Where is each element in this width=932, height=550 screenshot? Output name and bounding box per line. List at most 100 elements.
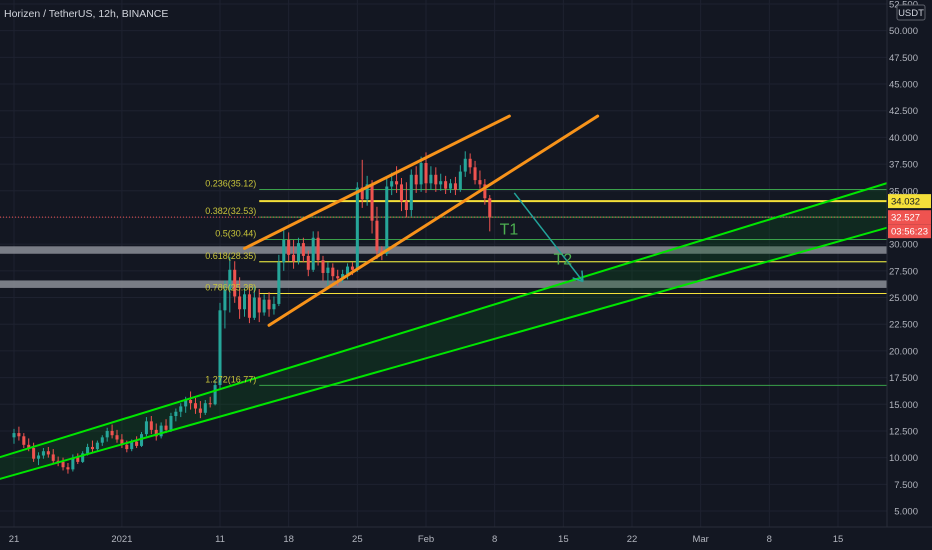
candle-body — [336, 276, 340, 279]
candle-body — [17, 433, 21, 437]
candle — [81, 451, 85, 463]
currency-badge[interactable]: USDT — [896, 4, 926, 21]
fib-level-label: 1.272(16.77) — [205, 374, 256, 384]
candle-body — [120, 439, 124, 445]
annotation-labels: 0.236(35.12) 0.382(32.53) 0.5(30.44) 0.618(… — [205, 179, 572, 385]
price-tick-label: 10.000 — [889, 453, 918, 464]
candle-body — [277, 262, 281, 304]
candle-body — [257, 297, 261, 313]
candle — [444, 175, 448, 194]
candle — [46, 446, 50, 458]
candle — [414, 166, 418, 193]
time-tick-label: 21 — [9, 534, 20, 545]
time-tick-label: Mar — [692, 534, 708, 545]
candle — [287, 232, 291, 262]
candle — [429, 166, 433, 190]
candle — [409, 169, 413, 217]
time-tick-label: 18 — [283, 534, 294, 545]
candle — [282, 229, 286, 271]
time-tick-label: 15 — [833, 534, 844, 545]
candle — [233, 261, 237, 303]
fib-level-label: 0.786(25.38) — [205, 282, 256, 292]
candle-body — [140, 434, 144, 446]
support-zone — [0, 246, 887, 254]
time-axis[interactable]: 21 2021 11 18 25 Feb 8 15 22 Mar 8 15 — [0, 526, 932, 550]
candle-body — [184, 399, 188, 407]
candle-body — [61, 461, 65, 468]
candle-body — [434, 174, 438, 185]
candle-body — [238, 296, 242, 310]
projection-arrow-line — [513, 192, 584, 282]
target-label: T1 — [500, 222, 519, 239]
price-tick-label: 20.000 — [889, 346, 918, 357]
price-axis[interactable]: 5.000 7.500 10.000 12.500 15.000 17.500 20.000… — [886, 0, 932, 550]
candle-body — [193, 403, 197, 409]
candle-body — [223, 290, 227, 311]
candle — [95, 440, 99, 452]
candle — [22, 433, 26, 449]
candle-body — [282, 239, 286, 263]
candle — [66, 462, 70, 474]
candle — [399, 177, 403, 212]
support-zones — [0, 246, 887, 288]
candle-body — [449, 183, 453, 189]
price-tick-label: 25.000 — [889, 293, 918, 304]
price-tick-label: 30.000 — [889, 240, 918, 251]
candle-body — [301, 243, 305, 256]
candle-body — [22, 436, 26, 445]
candle-body — [395, 181, 399, 185]
candle-body — [179, 406, 183, 412]
candle-body — [468, 158, 472, 168]
candle-body — [375, 220, 379, 251]
candle — [159, 422, 163, 439]
candle — [375, 206, 379, 260]
candle-body — [95, 442, 99, 450]
candle-body — [453, 183, 457, 190]
candle-body — [350, 266, 354, 270]
candle — [193, 397, 197, 414]
resistance-price-badge-bg — [888, 194, 931, 209]
candle-body — [135, 441, 139, 446]
candle — [203, 399, 207, 415]
candle — [105, 427, 109, 442]
channel-upper-line — [0, 179, 898, 459]
candle-body — [424, 163, 428, 184]
candle-body — [316, 237, 320, 261]
candle-body — [100, 437, 104, 443]
candle-body — [46, 451, 50, 455]
price-tick-label: 40.000 — [889, 133, 918, 144]
candle-body — [144, 421, 148, 435]
candle-body — [228, 269, 232, 291]
candle-body — [458, 171, 462, 190]
candle — [90, 440, 94, 453]
candle — [12, 428, 16, 444]
candle — [120, 434, 124, 449]
candle — [341, 269, 345, 283]
candle — [76, 453, 80, 465]
price-tick-label: 27.500 — [889, 266, 918, 277]
candle — [463, 151, 467, 177]
time-tick-label: 15 — [558, 534, 569, 545]
candle — [243, 287, 247, 317]
bar-countdown-badge-bg — [888, 224, 931, 239]
candle — [37, 452, 41, 466]
candle — [238, 277, 242, 319]
candle-body — [346, 266, 350, 275]
candle — [355, 182, 359, 272]
candle-body — [429, 174, 433, 184]
candles-layer — [12, 151, 492, 474]
candle-body — [360, 187, 364, 200]
candle — [135, 436, 139, 449]
candle — [169, 412, 173, 433]
candle-body — [321, 260, 325, 273]
candle — [404, 182, 408, 218]
candle — [488, 195, 492, 232]
candle — [149, 416, 153, 435]
candle — [272, 296, 276, 315]
candle-body — [71, 457, 75, 470]
candle-body — [164, 425, 168, 430]
time-tick-label: 8 — [492, 534, 497, 545]
candle — [17, 426, 21, 441]
candle-body — [125, 444, 129, 450]
